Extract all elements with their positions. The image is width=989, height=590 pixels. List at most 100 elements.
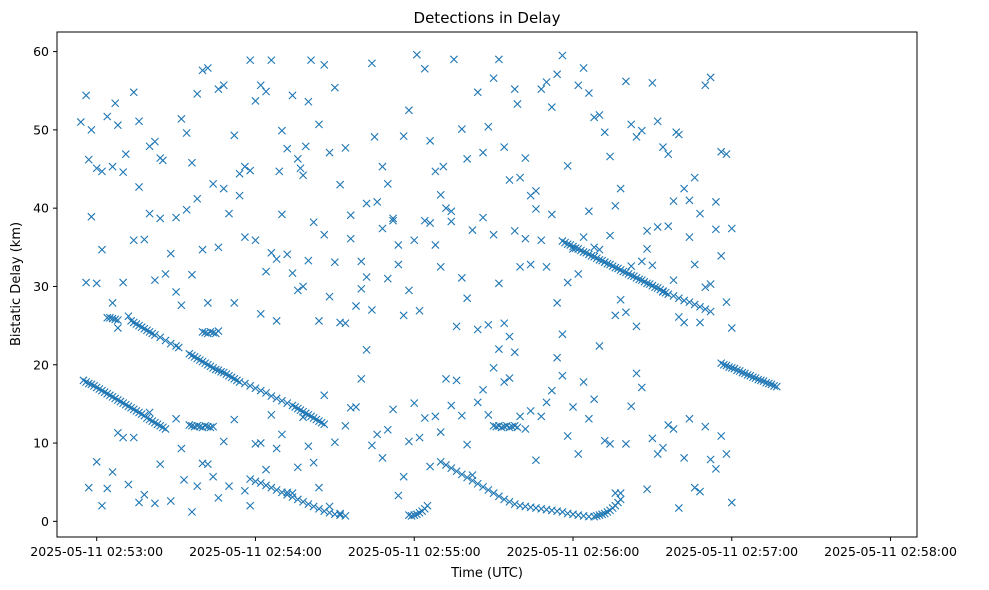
data-point — [587, 251, 596, 260]
data-point — [150, 137, 159, 146]
data-point — [727, 323, 736, 332]
data-point — [426, 136, 435, 145]
data-point — [256, 309, 265, 318]
data-point — [674, 504, 683, 513]
data-point — [632, 132, 641, 141]
data-point — [489, 363, 498, 372]
data-point — [696, 302, 705, 311]
data-point — [410, 399, 419, 408]
data-point — [579, 248, 588, 256]
data-point — [441, 460, 450, 469]
data-point — [82, 91, 91, 100]
data-point — [513, 100, 522, 109]
data-point — [235, 169, 244, 178]
data-point — [262, 481, 271, 490]
data-point — [558, 507, 567, 516]
data-point — [463, 154, 472, 163]
data-point — [214, 493, 223, 502]
y-tick-label: 0 — [41, 514, 49, 529]
data-point — [330, 258, 339, 267]
data-point — [547, 210, 556, 219]
data-point — [664, 290, 673, 299]
data-point — [336, 509, 345, 518]
data-point — [680, 318, 689, 327]
data-point — [177, 301, 186, 310]
data-point — [643, 244, 652, 253]
data-point — [267, 410, 276, 419]
data-point — [701, 305, 710, 314]
data-point — [479, 482, 488, 491]
y-tick-label: 30 — [33, 279, 49, 294]
data-point — [314, 504, 323, 513]
data-point — [217, 367, 226, 376]
data-point — [129, 88, 138, 97]
y-tick-label: 10 — [33, 436, 49, 451]
data-point — [484, 122, 493, 131]
data-point — [76, 118, 85, 127]
data-point — [473, 88, 482, 97]
y-tick-label: 20 — [33, 357, 49, 372]
data-point — [510, 348, 519, 357]
data-point — [275, 167, 284, 176]
data-point — [505, 497, 514, 506]
data-point — [415, 306, 424, 315]
data-point — [696, 209, 705, 218]
data-point — [177, 114, 186, 123]
data-point — [754, 375, 763, 384]
data-point — [696, 487, 705, 496]
data-point — [473, 325, 482, 334]
data-point — [436, 428, 445, 437]
data-point — [262, 267, 271, 276]
data-point — [230, 298, 239, 307]
data-point — [513, 423, 522, 432]
data-point — [246, 501, 255, 510]
data-point — [643, 485, 652, 494]
data-point — [251, 477, 260, 486]
data-point — [632, 369, 641, 378]
data-point — [299, 282, 308, 291]
data-point — [219, 81, 228, 90]
data-point — [500, 143, 509, 152]
data-point — [762, 378, 771, 387]
data-point — [251, 236, 260, 245]
data-point — [288, 91, 297, 100]
data-point — [383, 425, 392, 434]
data-point — [352, 302, 361, 311]
y-axis-label: Bistatic Delay (km) — [9, 222, 24, 346]
data-point — [240, 162, 249, 171]
data-point — [627, 262, 636, 271]
data-point — [563, 161, 572, 170]
data-point — [230, 415, 239, 424]
data-point — [161, 336, 170, 345]
data-point — [531, 456, 540, 465]
data-point — [267, 392, 276, 401]
data-point — [121, 150, 130, 159]
data-point — [105, 313, 114, 322]
data-point — [394, 240, 403, 249]
data-point — [124, 312, 133, 321]
data-point — [484, 486, 493, 495]
data-point — [193, 482, 202, 491]
data-point — [209, 179, 218, 188]
data-point — [756, 376, 765, 385]
data-point — [177, 444, 186, 453]
data-point — [489, 74, 498, 83]
data-point — [711, 464, 720, 473]
data-point — [531, 186, 540, 195]
data-point — [595, 111, 604, 119]
data-point — [685, 414, 694, 423]
data-point — [299, 171, 308, 180]
data-point — [441, 204, 450, 213]
data-point — [180, 475, 189, 484]
data-point — [92, 279, 101, 288]
data-point — [346, 234, 355, 243]
data-point — [357, 257, 366, 266]
data-point — [727, 498, 736, 507]
data-point — [436, 457, 445, 466]
y-tick-label: 40 — [33, 201, 49, 216]
data-point — [277, 396, 286, 405]
data-point — [304, 256, 313, 265]
data-point — [209, 472, 218, 481]
data-point — [203, 298, 212, 307]
